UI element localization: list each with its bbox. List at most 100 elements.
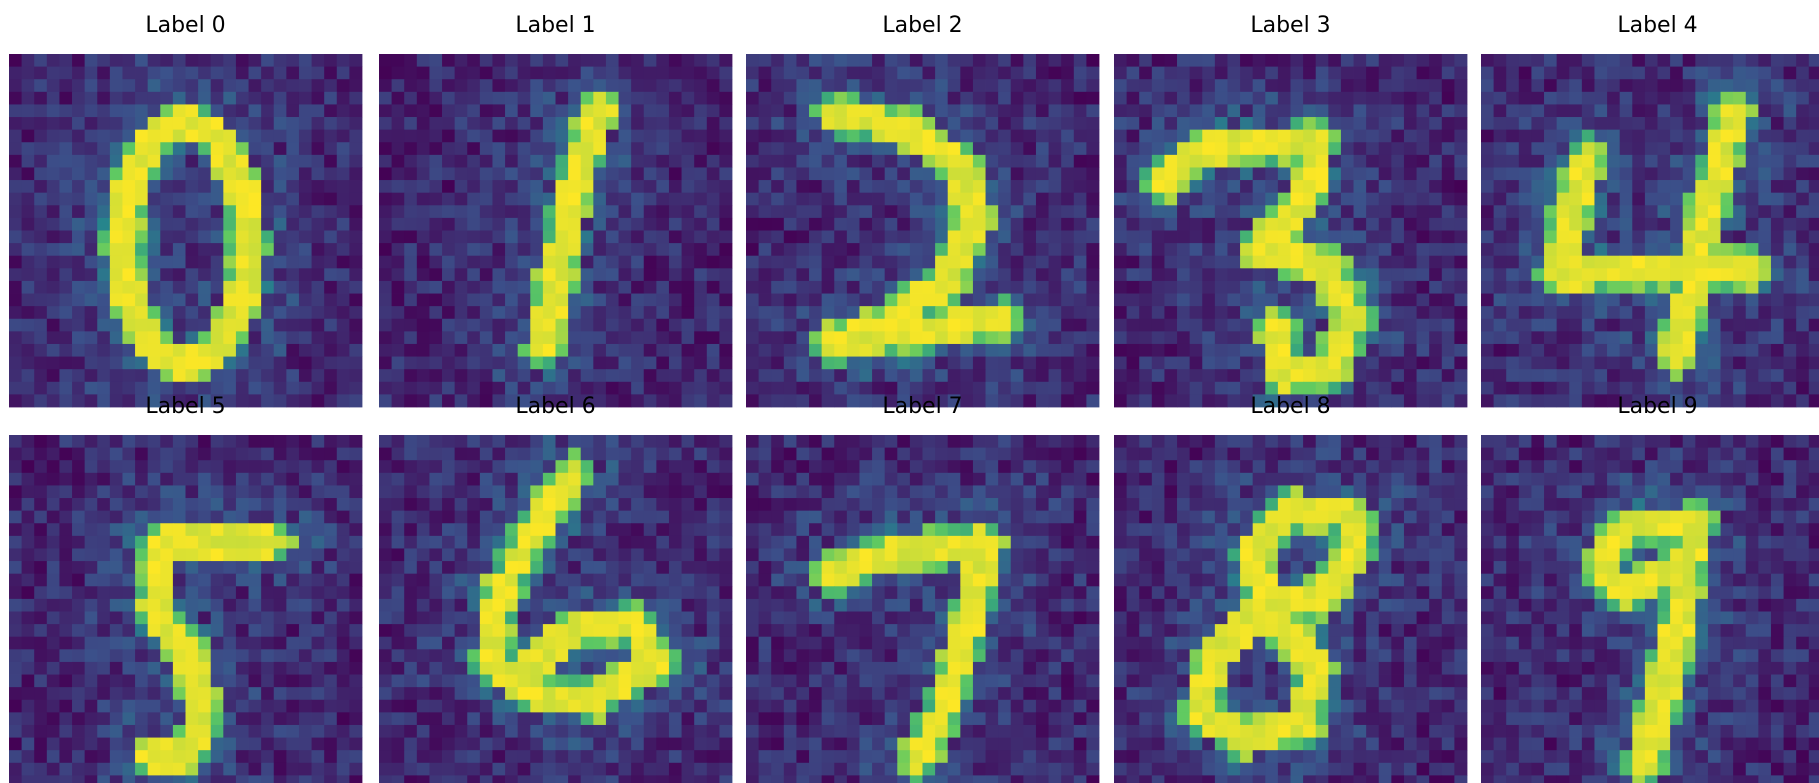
- pixel: [173, 473, 186, 486]
- pixel: [986, 294, 999, 307]
- pixel: [1341, 218, 1354, 231]
- pixel: [261, 662, 274, 675]
- pixel: [417, 394, 430, 407]
- pixel: [1784, 142, 1797, 155]
- pixel: [135, 649, 148, 662]
- pixel: [656, 460, 669, 473]
- pixel: [9, 548, 22, 561]
- pixel: [324, 319, 337, 332]
- pixel: [505, 294, 518, 307]
- pixel: [885, 180, 898, 193]
- pixel: [85, 167, 98, 180]
- pixel: [324, 306, 337, 319]
- pixel: [1253, 243, 1266, 256]
- pixel: [822, 67, 835, 80]
- pixel: [9, 460, 22, 473]
- pixel: [644, 218, 657, 231]
- pixel: [34, 485, 47, 498]
- pixel: [1519, 331, 1532, 344]
- pixel: [1177, 193, 1190, 206]
- pixel: [337, 319, 350, 332]
- pixel: [186, 574, 199, 587]
- pixel: [349, 180, 362, 193]
- pixel: [581, 523, 594, 536]
- pixel: [1569, 67, 1582, 80]
- pixel: [1809, 130, 1819, 143]
- pixel: [249, 637, 262, 650]
- pixel: [1658, 92, 1671, 105]
- pixel: [349, 130, 362, 143]
- digit-image: [379, 54, 732, 407]
- pixel: [556, 256, 569, 269]
- pixel: [135, 155, 148, 168]
- pixel: [682, 294, 695, 307]
- pixel: [22, 294, 35, 307]
- pixel: [1695, 357, 1708, 370]
- pixel: [556, 536, 569, 549]
- pixel: [429, 155, 442, 168]
- pixel: [404, 142, 417, 155]
- pixel: [1061, 92, 1074, 105]
- pixel: [1557, 130, 1570, 143]
- pixel: [1164, 193, 1177, 206]
- pixel: [223, 738, 236, 751]
- pixel: [442, 548, 455, 561]
- pixel: [59, 586, 72, 599]
- pixel: [1582, 218, 1595, 231]
- pixel: [299, 775, 312, 783]
- pixel: [1708, 130, 1721, 143]
- pixel: [719, 548, 732, 561]
- pixel: [1127, 319, 1140, 332]
- pixel: [581, 193, 594, 206]
- pixel: [1506, 357, 1519, 370]
- pixel: [998, 357, 1011, 370]
- pixel: [707, 548, 720, 561]
- pixel: [1796, 218, 1809, 231]
- pixel: [97, 649, 110, 662]
- pixel: [1429, 382, 1442, 395]
- pixel: [236, 294, 249, 307]
- pixel: [135, 586, 148, 599]
- pixel: [809, 104, 822, 117]
- pixel: [198, 243, 211, 256]
- pixel: [299, 485, 312, 498]
- pixel: [1328, 231, 1341, 244]
- pixel: [1086, 205, 1099, 218]
- pixel: [885, 294, 898, 307]
- pixel: [859, 357, 872, 370]
- pixel: [746, 167, 759, 180]
- pixel: [1632, 306, 1645, 319]
- pixel: [834, 394, 847, 407]
- pixel: [859, 268, 872, 281]
- pixel: [1506, 79, 1519, 92]
- pixel: [809, 193, 822, 206]
- pixel: [644, 117, 657, 130]
- pixel: [1632, 155, 1645, 168]
- pixel: [631, 319, 644, 332]
- pixel: [337, 662, 350, 675]
- pixel: [593, 485, 606, 498]
- pixel: [669, 548, 682, 561]
- pixel: [274, 294, 287, 307]
- pixel: [619, 142, 632, 155]
- pixel: [135, 331, 148, 344]
- pixel: [1519, 369, 1532, 382]
- pixel: [223, 485, 236, 498]
- pixel: [910, 142, 923, 155]
- pixel: [1683, 205, 1696, 218]
- pixel: [1645, 67, 1658, 80]
- pixel: [59, 306, 72, 319]
- pixel: [1607, 79, 1620, 92]
- pixel: [656, 268, 669, 281]
- pixel: [935, 54, 948, 67]
- pixel: [1139, 268, 1152, 281]
- pixel: [1429, 357, 1442, 370]
- pixel: [707, 435, 720, 448]
- pixel: [97, 382, 110, 395]
- pixel: [1645, 319, 1658, 332]
- pixel: [1557, 142, 1570, 155]
- pixel: [122, 612, 135, 625]
- pixel: [1582, 167, 1595, 180]
- pixel: [1086, 67, 1099, 80]
- pixel: [455, 92, 468, 105]
